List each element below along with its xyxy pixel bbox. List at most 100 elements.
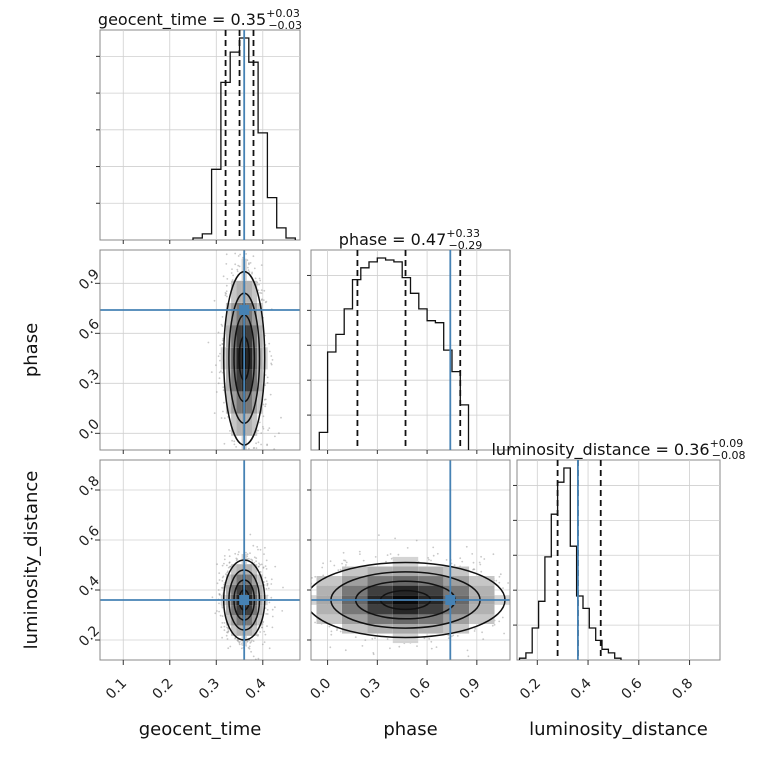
sample-point	[253, 267, 256, 270]
sample-point	[394, 537, 396, 540]
sample-point	[266, 376, 269, 379]
density-cell	[252, 391, 258, 414]
sample-point	[269, 393, 272, 396]
sample-point	[225, 292, 228, 295]
sample-point	[528, 597, 530, 599]
sample-point	[258, 421, 261, 424]
sample-point	[248, 645, 251, 648]
sample-point	[262, 403, 265, 406]
sample-point	[247, 646, 250, 649]
density-cell	[418, 576, 444, 586]
sample-point	[224, 294, 227, 297]
sample-point	[341, 562, 343, 565]
sample-point	[217, 331, 220, 334]
sample-point	[219, 359, 221, 362]
sample-point	[501, 616, 504, 619]
sample-point	[214, 612, 217, 615]
sample-point	[263, 553, 265, 555]
density-cell	[231, 564, 237, 575]
density-cell	[246, 574, 252, 585]
sample-point	[278, 432, 280, 435]
truth-marker	[445, 595, 456, 605]
density-cell	[252, 584, 258, 595]
sample-point	[249, 552, 251, 555]
sample-point	[378, 534, 380, 536]
sample-point	[257, 441, 260, 444]
sample-point	[234, 552, 237, 555]
sample-point	[231, 439, 234, 442]
sample-point	[550, 597, 552, 599]
density-cell	[225, 391, 232, 414]
sample-point	[216, 563, 219, 566]
sample-point	[281, 617, 283, 619]
density-cell	[236, 584, 242, 595]
sample-point	[264, 576, 267, 579]
sample-point	[498, 581, 501, 584]
density-cell	[443, 566, 470, 577]
sample-point	[252, 655, 255, 658]
density-cell	[469, 576, 495, 586]
density-cell	[443, 585, 470, 596]
sample-point	[274, 559, 276, 561]
sample-point	[498, 620, 501, 623]
y-tick-label: 0.6	[76, 523, 103, 550]
panel-frame	[99, 459, 301, 661]
sample-point	[515, 616, 517, 618]
sample-point	[217, 382, 220, 385]
sample-point	[328, 625, 331, 628]
sample-point	[237, 255, 240, 257]
sample-point	[274, 606, 276, 609]
sample-point	[235, 452, 237, 454]
sample-point	[228, 549, 230, 551]
sample-point	[358, 550, 361, 553]
sample-point	[286, 620, 288, 622]
sample-point	[249, 533, 252, 536]
y-tick-label: 0.9	[76, 266, 103, 293]
sample-point	[234, 263, 237, 266]
sample-point	[265, 587, 268, 590]
truth-marker	[239, 305, 250, 315]
sample-point	[227, 647, 230, 650]
sample-point	[389, 647, 391, 650]
sample-point	[495, 579, 498, 582]
sample-point	[386, 638, 389, 640]
sample-point	[522, 592, 524, 594]
sample-point	[385, 560, 387, 563]
sample-point	[533, 585, 535, 587]
sample-point	[230, 487, 232, 489]
sample-point	[213, 299, 216, 302]
sample-point	[293, 605, 295, 607]
sample-point	[238, 228, 240, 230]
sample-point	[472, 568, 474, 571]
density-cell	[469, 585, 495, 596]
sample-point	[218, 610, 221, 613]
x-tick-label: 0.0	[307, 676, 334, 703]
sample-point	[450, 635, 453, 638]
density-cell	[252, 369, 258, 392]
sample-point	[250, 650, 253, 653]
sample-point	[232, 216, 234, 218]
sample-point	[247, 673, 249, 675]
density-cell	[316, 576, 342, 586]
sample-point	[249, 456, 251, 458]
sample-point	[271, 608, 274, 611]
sample-point	[220, 370, 222, 372]
density-cell	[316, 614, 342, 624]
sample-point	[219, 344, 222, 347]
sample-point	[339, 630, 342, 633]
hist-panel-luminosity_distance: luminosity_distance = 0.36+0.09 −0.08	[491, 437, 746, 661]
density-cell	[246, 280, 252, 303]
y-tick-label: 0.4	[76, 573, 103, 600]
sample-point	[233, 443, 236, 446]
sample-point	[246, 259, 249, 262]
sample-point	[271, 359, 274, 361]
density-cell	[225, 325, 232, 348]
sample-point	[493, 623, 496, 626]
sample-point	[268, 342, 271, 345]
sample-point	[530, 611, 532, 613]
sample-point	[223, 442, 226, 445]
x-tick-label: 0.2	[517, 676, 544, 703]
sample-point	[271, 626, 274, 629]
density-cell	[246, 303, 252, 326]
sample-point	[520, 603, 522, 605]
